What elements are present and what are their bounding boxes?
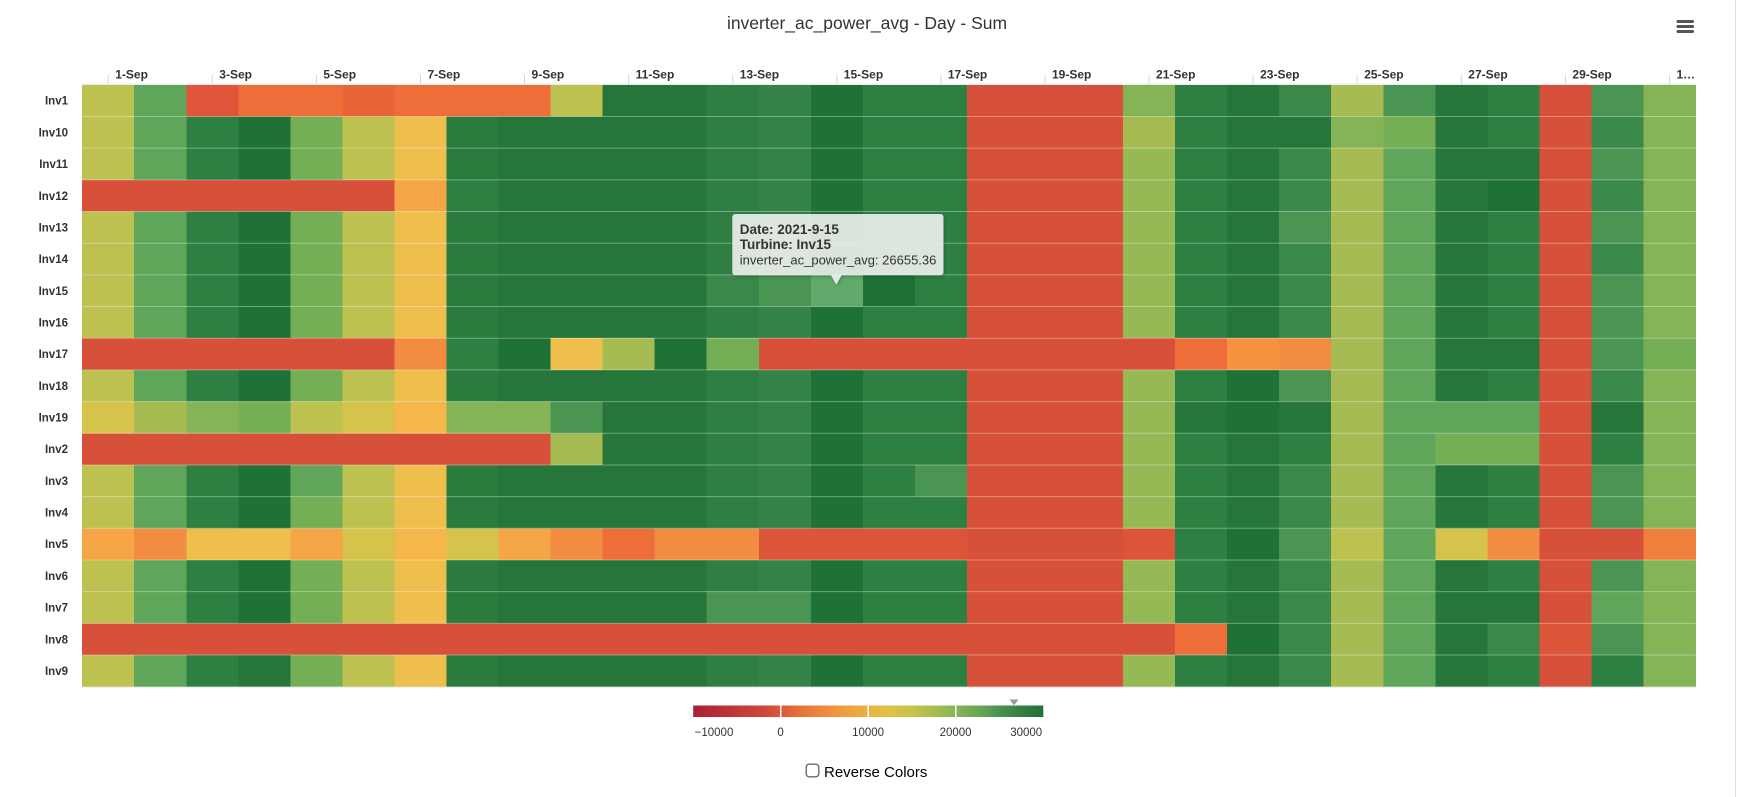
svg-text:Inv11: Inv11 — [39, 159, 68, 171]
svg-text:Inv8: Inv8 — [45, 634, 69, 646]
svg-text:Reverse Colors: Reverse Colors — [824, 764, 927, 781]
svg-text:Inv6: Inv6 — [45, 571, 68, 583]
svg-text:Inv3: Inv3 — [45, 476, 68, 488]
svg-text:15-Sep: 15-Sep — [844, 67, 883, 81]
svg-text:Inv17: Inv17 — [39, 349, 68, 361]
svg-text:3-Sep: 3-Sep — [219, 67, 252, 81]
svg-text:Inv5: Inv5 — [45, 539, 69, 551]
svg-text:27-Sep: 27-Sep — [1468, 67, 1507, 81]
svg-text:Turbine: Inv15: Turbine: Inv15 — [740, 237, 832, 252]
svg-text:0: 0 — [777, 727, 783, 739]
svg-text:Inv18: Inv18 — [39, 381, 69, 393]
svg-text:Inv15: Inv15 — [39, 286, 69, 298]
svg-text:Inv13: Inv13 — [39, 222, 68, 234]
svg-text:29-Sep: 29-Sep — [1572, 67, 1611, 81]
svg-text:25-Sep: 25-Sep — [1364, 67, 1403, 81]
svg-text:Inv1: Inv1 — [45, 96, 69, 108]
svg-text:30000: 30000 — [1010, 727, 1042, 739]
svg-text:19-Sep: 19-Sep — [1052, 67, 1091, 81]
svg-text:20000: 20000 — [940, 727, 972, 739]
svg-text:−10000: −10000 — [695, 727, 734, 739]
svg-text:1-Sep: 1-Sep — [115, 67, 148, 81]
svg-text:Date: 2021-9-15: Date: 2021-9-15 — [740, 222, 840, 237]
svg-text:Inv10: Inv10 — [39, 127, 68, 139]
svg-text:10000: 10000 — [852, 727, 884, 739]
svg-text:23-Sep: 23-Sep — [1260, 67, 1299, 81]
svg-text:Inv7: Inv7 — [45, 603, 68, 615]
svg-text:Inv2: Inv2 — [45, 444, 68, 456]
svg-text:Inv16: Inv16 — [39, 317, 68, 329]
svg-text:1…: 1… — [1676, 67, 1695, 81]
svg-text:17-Sep: 17-Sep — [948, 67, 987, 81]
svg-text:Inv14: Inv14 — [39, 254, 69, 266]
svg-text:11-Sep: 11-Sep — [636, 67, 675, 81]
svg-text:Inv19: Inv19 — [39, 413, 68, 425]
svg-text:Inv9: Inv9 — [45, 666, 68, 678]
svg-text:13-Sep: 13-Sep — [740, 67, 779, 81]
svg-text:5-Sep: 5-Sep — [323, 67, 356, 81]
svg-text:9-Sep: 9-Sep — [532, 67, 565, 81]
svg-text:7-Sep: 7-Sep — [427, 67, 460, 81]
svg-text:inverter_ac_power_avg - Day -: inverter_ac_power_avg - Day - Sum — [727, 13, 1007, 34]
svg-text:Inv4: Inv4 — [45, 508, 69, 520]
svg-text:21-Sep: 21-Sep — [1156, 67, 1195, 81]
svg-text:inverter_ac_power_avg: 26655.3: inverter_ac_power_avg: 26655.36 — [740, 252, 937, 267]
svg-text:Inv12: Inv12 — [39, 191, 68, 203]
